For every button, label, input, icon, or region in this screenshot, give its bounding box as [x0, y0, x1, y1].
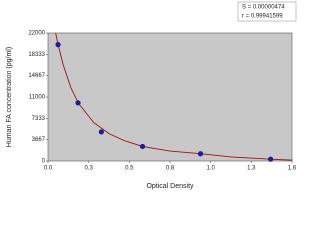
stat-s: S = 0.00000474: [242, 5, 285, 11]
data-point: [268, 156, 274, 162]
x-tick-label: 0.5: [125, 166, 134, 172]
data-point: [55, 42, 61, 48]
y-tick-label: 14667: [28, 73, 45, 79]
data-point: [75, 100, 81, 106]
y-tick-label: 22000: [28, 31, 45, 37]
x-tick-label: 1.3: [247, 166, 256, 172]
fit-curve: [55, 33, 292, 161]
x-tick-label: 1.0: [206, 166, 215, 172]
y-tick-label: 0: [42, 159, 46, 165]
data-point: [98, 129, 104, 135]
y-tick-label: 7333: [32, 116, 46, 122]
stat-r: r = 0.99941599: [242, 14, 283, 20]
x-tick-label: 1.6: [288, 166, 297, 172]
y-tick-label: 3667: [32, 137, 46, 143]
data-point: [197, 151, 204, 157]
x-tick-label: 0.0: [44, 166, 53, 172]
data-point: [139, 143, 146, 150]
stats-box: [237, 1, 297, 22]
y-axis-title: Human FA concentration (pg/ml): [6, 47, 13, 147]
x-axis-title: Optical Density: [146, 183, 194, 190]
chart: Optical Density Human FA concentration (…: [6, 1, 297, 190]
y-tick-label: 18333: [28, 52, 45, 58]
plot-area: [47, 32, 293, 162]
x-tick-label: 0.3: [84, 166, 93, 172]
x-tick-label: 0.8: [166, 166, 175, 172]
y-tick-label: 11000: [29, 95, 46, 101]
